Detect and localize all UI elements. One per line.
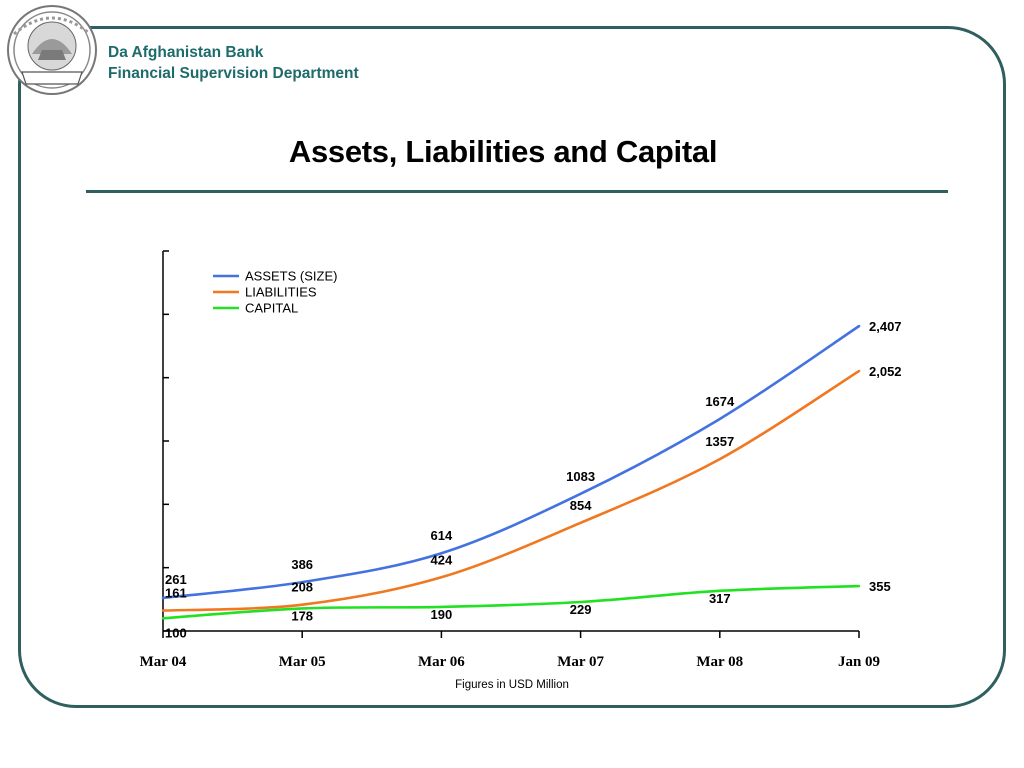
x-tick-label: Mar 05	[279, 654, 326, 670]
slide-title: Assets, Liabilities and Capital	[288, 134, 718, 169]
data-label: 2,407	[869, 319, 902, 334]
data-label: 208	[291, 580, 313, 595]
data-label: 261	[165, 572, 187, 587]
org-name: Da Afghanistan Bank	[108, 44, 264, 61]
data-label: 1674	[705, 394, 735, 409]
data-label: 161	[165, 586, 187, 601]
x-tick-label: Jan 09	[838, 654, 880, 670]
series-line-0	[161, 324, 861, 600]
data-label: 178	[291, 608, 313, 623]
data-label: 317	[709, 591, 731, 606]
slide-frame	[18, 26, 1006, 708]
bank-seal-icon	[7, 5, 97, 95]
units-caption: Figures in USD Million	[455, 679, 569, 691]
series-line-2	[161, 584, 861, 620]
org-header: Da Afghanistan Bank Financial Supervisio…	[108, 42, 365, 84]
x-tick-label: Mar 06	[418, 654, 465, 670]
legend-label: ASSETS (SIZE)	[245, 269, 337, 284]
data-label: 1083	[566, 469, 595, 484]
department-name: Financial Supervision Department	[108, 65, 359, 82]
data-label: 2,052	[869, 364, 902, 379]
data-label: 854	[570, 498, 592, 513]
title-divider	[86, 190, 948, 193]
data-label: 386	[291, 557, 313, 572]
bank-logo	[2, 4, 100, 96]
data-label: 190	[431, 607, 453, 622]
data-label: 100	[165, 625, 187, 640]
data-label: 1357	[705, 434, 734, 449]
legend-label: LIABILITIES	[245, 285, 317, 300]
data-label: 424	[431, 552, 453, 567]
x-tick-label: Mar 07	[557, 654, 604, 670]
data-label: 355	[869, 579, 891, 594]
x-tick-label: Mar 08	[696, 654, 743, 670]
legend-label: CAPITAL	[245, 301, 298, 316]
series-line-1	[161, 369, 861, 612]
data-label: 229	[570, 602, 592, 617]
data-label: 614	[431, 528, 453, 543]
x-tick-label: Mar 04	[140, 654, 187, 670]
